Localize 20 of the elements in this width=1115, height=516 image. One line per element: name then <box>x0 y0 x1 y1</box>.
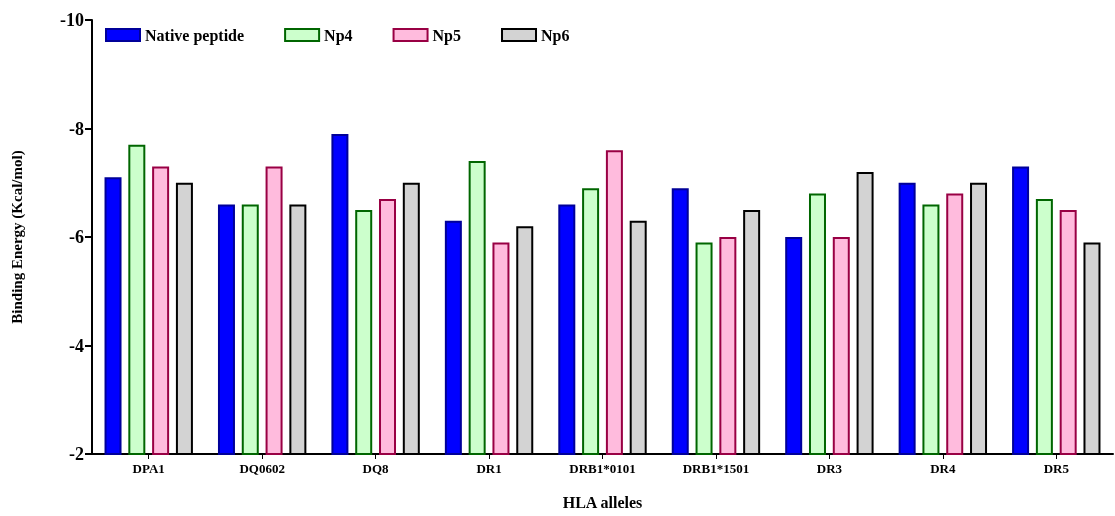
legend-label: Native peptide <box>145 26 245 45</box>
x-axis-title: HLA alleles <box>562 493 643 511</box>
x-tick-label: DR1 <box>476 461 502 476</box>
x-tick-label: DR5 <box>1043 461 1070 476</box>
legend-label: Np6 <box>541 26 570 45</box>
x-tick-label: DQ0602 <box>239 461 285 476</box>
y-axis-title: Binding Energy (Kcal/mol) <box>8 150 26 324</box>
y-tick-label: -6 <box>69 227 84 247</box>
y-tick-label: -10 <box>60 10 84 30</box>
y-tick-label: -8 <box>69 118 84 139</box>
legend-label: Np5 <box>432 26 462 45</box>
y-tick-label: -2 <box>69 444 84 464</box>
x-tick-label: DRB1*0101 <box>569 461 636 476</box>
legend-label: Np4 <box>324 26 353 45</box>
x-tick-label: DQ8 <box>362 461 390 476</box>
x-tick-label: DRB1*1501 <box>682 461 750 476</box>
y-tick-label: -4 <box>69 335 84 356</box>
x-tick-label: DR3 <box>816 461 843 476</box>
x-tick-label: DPA1 <box>132 461 165 476</box>
x-tick-label: DR4 <box>930 461 956 476</box>
